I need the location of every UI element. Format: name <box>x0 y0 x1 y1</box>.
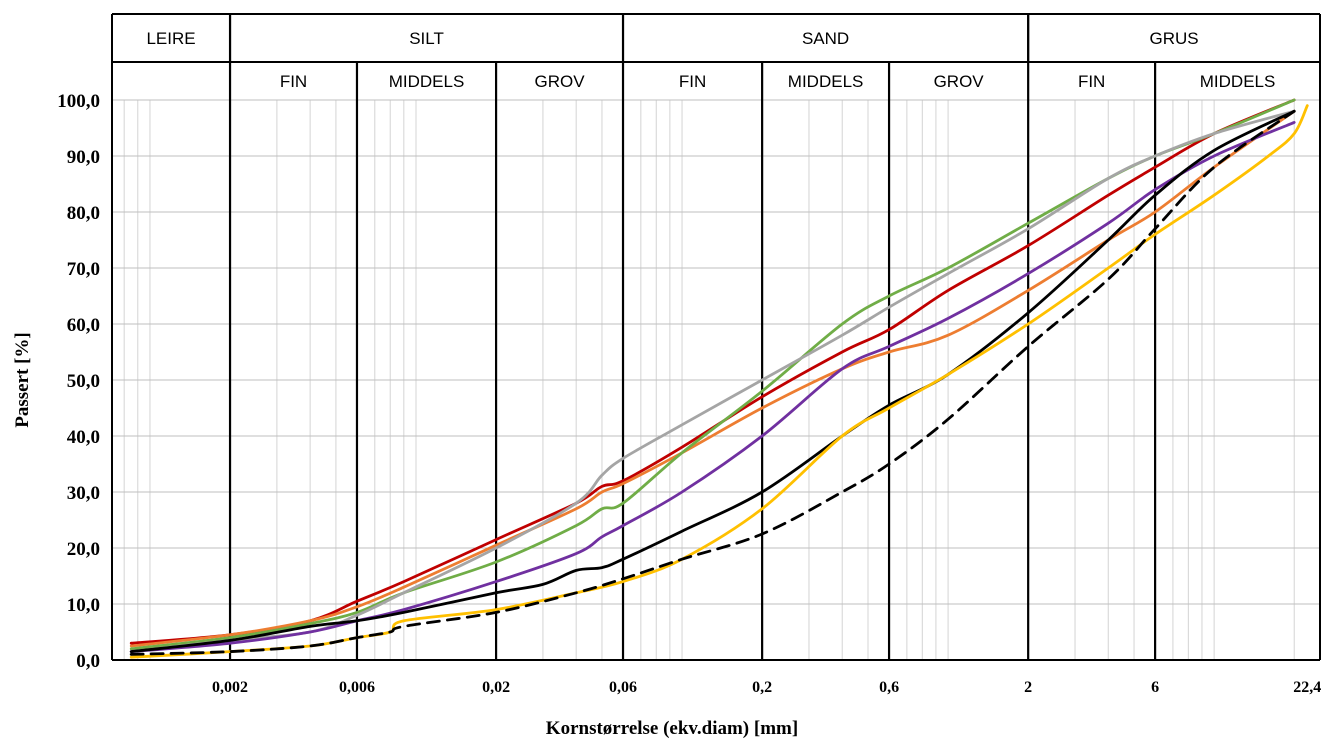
subfraction-label: MIDDELS <box>1200 72 1276 91</box>
y-tick-label: 80,0 <box>67 203 100 224</box>
y-tick-label: 60,0 <box>67 315 100 336</box>
series-line-7 <box>129 104 1309 659</box>
y-tick-label: 50,0 <box>67 371 100 392</box>
y-tick-label: 90,0 <box>67 147 100 168</box>
y-tick-labels: 0,0 10,0 20,0 30,0 40,0 50,0 60,0 70,0 80,0 90,0 1… <box>57 91 100 672</box>
x-tick-label: 22,4 <box>1293 679 1321 696</box>
fraction-label-leire: LEIRE <box>146 29 195 48</box>
x-tick-label: 0,006 <box>339 679 375 696</box>
y-tick-label: 40,0 <box>67 427 100 448</box>
series-line-4 <box>129 109 1296 653</box>
subfraction-label: MIDDELS <box>788 72 864 91</box>
y-tick-label: 70,0 <box>67 259 100 280</box>
subfraction-label: MIDDELS <box>389 72 465 91</box>
fraction-label-sand: SAND <box>802 29 849 48</box>
series-group <box>129 98 1309 659</box>
x-tick-label: 0,2 <box>752 679 772 696</box>
x-axis-label: Kornstørrelse (ekv.diam) [mm] <box>546 718 798 739</box>
subfraction-label: GROV <box>934 72 985 91</box>
x-tick-label: 0,002 <box>212 679 248 696</box>
subfraction-label: FIN <box>280 72 307 91</box>
y-axis-label: Passert [%] <box>12 332 33 428</box>
fraction-label-grus: GRUS <box>1150 29 1199 48</box>
fraction-boundaries <box>228 14 1157 660</box>
x-tick-labels: 0,002 0,006 0,02 0,06 0,2 0,6 2 6 22,4 <box>212 679 1321 696</box>
y-tick-label: 30,0 <box>67 483 100 504</box>
series-line-6 <box>129 109 1296 653</box>
series-line-5 <box>129 121 1296 653</box>
y-tick-label: 100,0 <box>57 91 100 112</box>
fraction-header: LEIRE SILT SAND GRUS FIN MIDDELS GROV FIN MIDDEL… <box>111 13 1321 661</box>
series-line-8 <box>129 109 1296 656</box>
major-grid <box>112 99 1320 661</box>
subfraction-label: GROV <box>535 72 586 91</box>
y-tick-label: 20,0 <box>67 539 100 560</box>
y-tick-label: 10,0 <box>67 595 100 616</box>
x-tick-label: 2 <box>1024 679 1032 696</box>
fraction-label-silt: SILT <box>409 29 444 48</box>
x-tick-label: 0,02 <box>482 679 510 696</box>
x-tick-label: 6 <box>1151 679 1159 696</box>
series-line-3 <box>129 98 1296 651</box>
subfraction-label: FIN <box>679 72 706 91</box>
series-line-2 <box>129 109 1296 648</box>
series-line-1 <box>129 98 1296 645</box>
x-tick-label: 0,06 <box>609 679 637 696</box>
y-tick-label: 0,0 <box>76 651 100 672</box>
x-tick-label: 0,6 <box>879 679 899 696</box>
subfraction-label: FIN <box>1078 72 1105 91</box>
